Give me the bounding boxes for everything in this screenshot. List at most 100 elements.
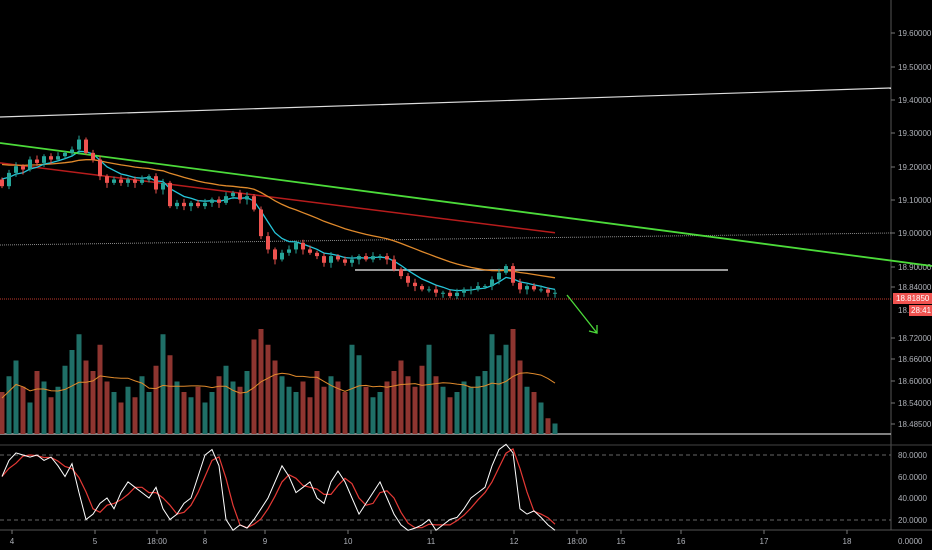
candle-body	[539, 289, 543, 291]
candle	[21, 164, 25, 175]
candle	[7, 169, 11, 190]
candle	[0, 177, 4, 189]
candle-body	[140, 179, 144, 183]
candle	[441, 290, 445, 298]
volume-bar	[293, 392, 299, 434]
candle-body	[105, 176, 109, 183]
candle-body	[329, 256, 333, 263]
volume-bar	[489, 334, 495, 434]
volume-bar	[272, 360, 278, 434]
volume-bar	[321, 386, 327, 434]
candle	[273, 247, 277, 265]
volume-bar	[132, 397, 138, 434]
volume-bar	[13, 360, 19, 434]
candle	[91, 149, 95, 163]
volume-bar	[34, 371, 40, 434]
volume-bar	[265, 344, 271, 434]
volume-bar	[419, 365, 425, 434]
candle-body	[427, 289, 431, 291]
candle-body	[371, 256, 375, 260]
candle	[483, 284, 487, 290]
candle-body	[266, 236, 270, 250]
candle	[63, 150, 67, 160]
candle-body	[532, 286, 536, 290]
candle-body	[147, 176, 151, 180]
candle-body	[203, 202, 207, 207]
volume-bar	[41, 381, 47, 434]
candle-body	[224, 196, 228, 203]
candle	[245, 192, 249, 205]
candle-body	[497, 272, 501, 280]
candle	[147, 174, 151, 183]
volume-bar	[90, 371, 96, 434]
volume-bar	[349, 344, 355, 434]
candle-body	[434, 289, 438, 293]
price-tick-label: 19.60000	[898, 29, 932, 38]
ma-long-line	[0, 162, 556, 234]
volume-bar	[6, 376, 12, 434]
candle	[280, 249, 284, 262]
candle	[203, 198, 207, 210]
candle	[238, 189, 242, 204]
volume-bar	[300, 381, 306, 434]
candle-body	[525, 286, 529, 290]
candle	[231, 190, 235, 200]
candle	[252, 194, 256, 212]
volume-bar	[202, 402, 208, 434]
candle	[266, 232, 270, 254]
volume-bar	[48, 397, 54, 434]
volume-bar	[335, 381, 341, 434]
candle-body	[315, 252, 319, 257]
price-tick-label: 19.50000	[898, 63, 932, 72]
candle-body	[42, 156, 46, 163]
volume-bar	[454, 392, 460, 434]
volume-bar	[76, 334, 82, 434]
volume-bar	[230, 381, 236, 434]
price-tick-label: 18.90000	[898, 263, 932, 272]
candle-body	[126, 179, 130, 183]
candle-body	[189, 202, 193, 207]
candle-body	[385, 256, 389, 260]
volume-bar	[545, 418, 551, 434]
candle	[140, 175, 144, 185]
volume-bar	[251, 339, 257, 434]
candle	[168, 180, 172, 209]
candle	[553, 289, 557, 298]
candle	[224, 192, 228, 205]
candle-body	[98, 159, 102, 177]
candle-body	[91, 152, 95, 160]
candle	[392, 255, 396, 272]
candle	[476, 282, 480, 292]
price-tag-bg	[893, 293, 932, 304]
candle-body	[14, 166, 18, 173]
candle-body	[448, 292, 452, 297]
candle-body	[182, 202, 186, 207]
volume-bar	[356, 355, 362, 434]
candle	[420, 284, 424, 292]
volume-bar	[391, 371, 397, 434]
volume-bar	[244, 371, 250, 434]
volume-bar	[125, 386, 131, 434]
candle	[175, 199, 179, 210]
candle	[462, 287, 466, 297]
candle-body	[336, 256, 340, 260]
candle-body	[420, 286, 424, 290]
candle-body	[308, 249, 312, 253]
price-tick-label: 18.66000	[898, 355, 932, 364]
candle	[42, 154, 46, 167]
volume-bar	[111, 392, 117, 434]
current-price-label: 18.81850	[896, 294, 930, 303]
candle	[126, 177, 130, 187]
volume-bar	[209, 392, 215, 434]
candle-body	[553, 292, 557, 294]
candle-body	[392, 259, 396, 270]
candle	[371, 252, 375, 263]
volume-bar	[468, 386, 474, 434]
time-tick-label: 16	[677, 537, 686, 546]
candle	[133, 176, 137, 188]
candle-body	[378, 256, 382, 258]
price-tick-label: 19.30000	[898, 129, 932, 138]
volume-bar	[216, 376, 222, 434]
volume-bar	[237, 386, 243, 434]
